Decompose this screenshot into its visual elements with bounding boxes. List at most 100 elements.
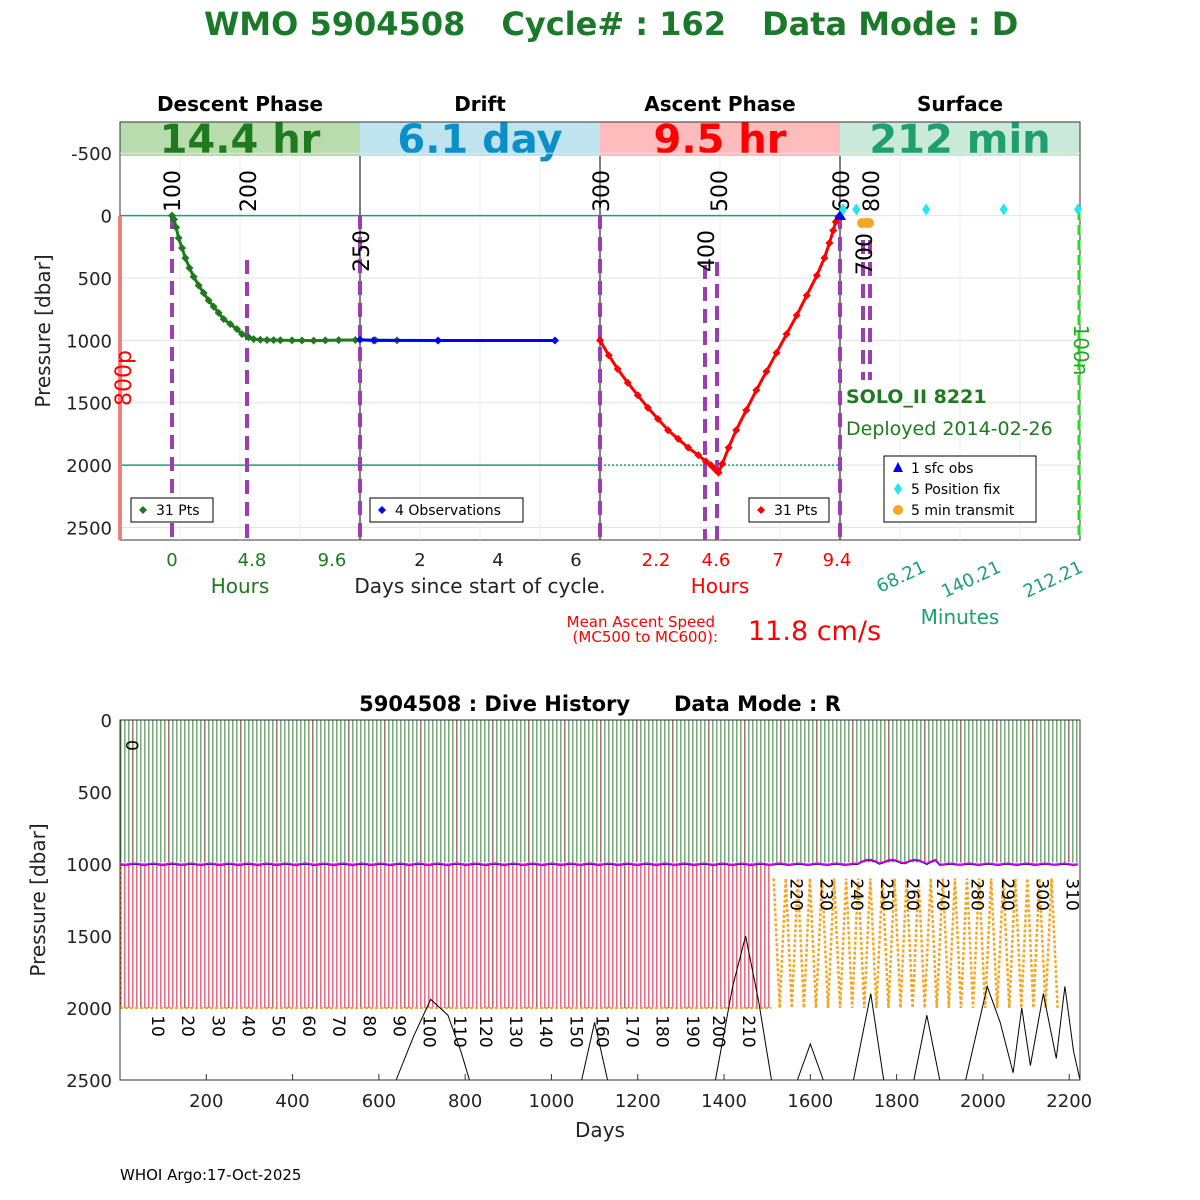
descent-point <box>204 296 213 305</box>
surface-duration-box <box>840 122 1080 156</box>
cycle-number-label: 50 <box>268 1015 288 1037</box>
descent-point <box>334 336 343 345</box>
bottom-ytick-label: 0 <box>101 711 112 732</box>
top-ytick-label: 1500 <box>66 394 112 415</box>
descent-xtick-1: 4.8 <box>238 550 267 571</box>
top-ytick-label: -500 <box>71 144 112 165</box>
bottom-x-tick-labels: 200 400 600 800 1000 1200 1400 1600 1800 2000 2200 <box>189 1074 1092 1112</box>
drift-xtick-1: 4 <box>492 550 503 571</box>
ascent-point <box>742 406 751 415</box>
footer-credit: WHOI Argo:17-Oct-2025 <box>120 1166 302 1184</box>
ascent-x-axis-label: Hours <box>691 574 750 598</box>
cycle-number-label: 310 <box>1062 878 1082 910</box>
mc-label-500: 500 <box>708 170 733 212</box>
ascent-speed-label-line2: (MC500 to MC600): <box>573 628 718 646</box>
descent-point <box>288 336 296 345</box>
bottom-xtick-label: 1000 <box>529 1091 575 1112</box>
phase-name-ascent: Ascent Phase <box>644 92 795 116</box>
cycle-number-label: 100 <box>419 1015 439 1047</box>
cycle-number-label: 30 <box>207 1015 227 1037</box>
dive-history-lines <box>120 720 1078 1008</box>
bottom-axes-frame <box>119 719 1081 1081</box>
drift-series <box>356 335 559 345</box>
ascent-point <box>829 226 838 235</box>
cycle-number-label: 60 <box>298 1015 318 1037</box>
title-cycle: Cycle# : 162 <box>501 5 726 43</box>
ascent-point <box>732 426 741 435</box>
ascent-legend: 31 Pts <box>748 497 830 523</box>
surface-xtick-1: 140.21 <box>938 557 1004 603</box>
cycle-number-label: 140 <box>535 1015 555 1047</box>
descent-point <box>256 335 265 344</box>
ascent-point <box>633 391 642 400</box>
position-fix-marker <box>1074 203 1082 216</box>
left-marker-label: 800p <box>112 350 137 406</box>
cycle-number-label: 180 <box>652 1015 672 1047</box>
bottom-xtick-label: 1400 <box>701 1091 747 1112</box>
ascent-point <box>782 330 791 339</box>
cycle-number-label: 0 <box>121 740 141 751</box>
ascent-speed-value: 11.8 cm/s <box>748 616 881 647</box>
ascent-point <box>643 403 652 412</box>
bottom-xtick-label: 600 <box>362 1091 396 1112</box>
descent-point <box>351 335 360 344</box>
orange-profile-trace <box>772 878 1059 1009</box>
descent-point <box>189 272 198 281</box>
cycle-number-label: 200 <box>708 1015 728 1047</box>
descent-point <box>181 254 190 263</box>
surface-legend-sfc-obs: 1 sfc obs <box>911 461 973 477</box>
ascent-point <box>812 271 821 280</box>
cycle-number-label: 220 <box>785 878 805 910</box>
cycle-number-label: 10 <box>147 1015 167 1037</box>
cycle-number-label: 290 <box>997 878 1017 910</box>
drift-duration-box <box>360 122 600 156</box>
descent-xtick-0: 0 <box>166 550 177 571</box>
descent-point <box>309 336 318 345</box>
descent-point <box>263 335 271 344</box>
mc-label-700: 700 <box>853 233 878 275</box>
descent-point <box>178 244 186 253</box>
deployment-date: Deployed 2014-02-26 <box>846 418 1053 440</box>
ascent-duration-box <box>600 122 840 156</box>
descent-point <box>199 288 208 297</box>
drift-duration: 6.1 day <box>397 117 562 163</box>
figure-title: WMO 5904508 Cycle# : 162 Data Mode : D <box>148 5 1051 43</box>
ascent-xtick-2: 7 <box>772 550 783 571</box>
ascent-series <box>596 212 843 477</box>
ascent-point <box>674 434 683 443</box>
descent-point <box>226 320 235 329</box>
ascent-point <box>718 459 727 468</box>
mc-label-100: 100 <box>161 170 186 212</box>
bottom-xtick-label: 2200 <box>1046 1091 1092 1112</box>
cycle-number-label: 110 <box>449 1015 469 1047</box>
cycle-number-label: 300 <box>1031 878 1051 910</box>
dive-history-chart: 5904508 : Dive History Data Mode : R 0 50… <box>26 692 1092 1142</box>
top-ytick-label: 2000 <box>66 456 112 477</box>
surface-x-axis-label: Minutes <box>921 605 1000 629</box>
ascent-point <box>623 378 632 387</box>
cycle-number-label: 160 <box>591 1015 611 1047</box>
drift-xtick-0: 2 <box>414 550 425 571</box>
cycle-number-label: 40 <box>237 1015 257 1037</box>
surface-legend-transmit: 5 min transmit <box>911 503 1015 519</box>
ascent-point <box>701 457 710 466</box>
cycle-number-label: 190 <box>682 1015 702 1047</box>
bottom-xtick-label: 400 <box>275 1091 309 1112</box>
ascent-point <box>653 414 662 423</box>
surface-xtick-2: 212.21 <box>1020 557 1086 603</box>
transmit-dot-3 <box>864 218 874 228</box>
phase-name-descent: Descent Phase <box>157 92 323 116</box>
cycle-number-label: 250 <box>876 878 896 910</box>
ascent-point <box>694 451 703 460</box>
bottom-y-axis-label: Pressure [dbar] <box>26 823 50 976</box>
bottom-x-axis-label: Days <box>575 1118 625 1142</box>
ascent-point <box>613 365 622 374</box>
ascent-xtick-1: 4.6 <box>702 550 731 571</box>
ascent-xtick-0: 2.2 <box>642 550 671 571</box>
descent-point <box>219 315 228 324</box>
left-pressure-marker-bar <box>118 216 122 540</box>
surface-legend-triangle <box>893 462 903 472</box>
bottom-xtick-label: 2000 <box>960 1091 1006 1112</box>
descent-point <box>209 302 218 311</box>
cycle-number-label: 70 <box>328 1015 348 1037</box>
